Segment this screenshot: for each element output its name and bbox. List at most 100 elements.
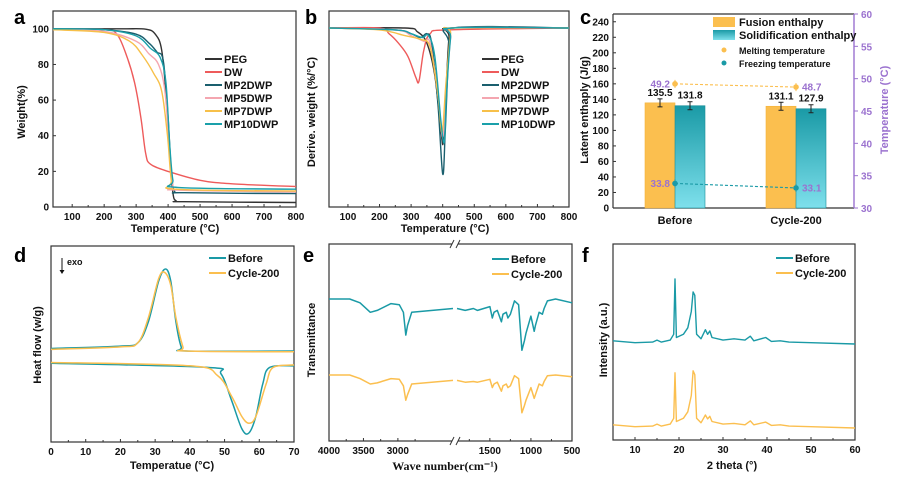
panel-label-b: b [305,7,317,29]
panel-e-xtick-label: 1000 [520,446,543,457]
panel-c-bar-solidification [674,105,706,209]
panel-label-d: d [14,245,26,267]
panel-f-xtick-label: 60 [849,445,861,456]
panel-c-ytick-label: 0 [603,204,609,215]
panel-c-bar-solidification [795,108,827,209]
panel-c-ytick-label: 20 [598,188,610,199]
panel-c-bar-value-label: 127.9 [798,94,823,105]
panel-c-y2tick-label: 30 [861,204,873,215]
panel-d-series-cycle-200-cooling [50,271,295,353]
panel-a-ytick-label: 20 [38,167,50,178]
panel-c-bar-value-label: 131.8 [677,91,702,102]
panel-d-xtick-label: 20 [115,447,127,458]
panel-e-ylabel: Transmittance [306,303,318,378]
panel-c-ytick-label: 100 [592,126,609,137]
panel-a-series-mp7dwp [52,29,297,192]
panel-e-axis-break-mark [449,436,455,446]
panel-a-legend-label: DW [224,67,243,79]
panel-a-xtick-label: 500 [192,212,209,223]
panel-c-freezing-line [674,182,797,189]
panel-c-y2tick-label: 45 [861,107,873,118]
panel-d-series-cycle-200-heating [50,361,295,424]
panel-c-melting-line [674,83,797,88]
panel-a-ytick-label: 80 [38,60,50,71]
panel-c-y2tick-label: 55 [861,42,873,53]
panel-c-bar-value-label: 131.1 [768,91,793,102]
panel-b-xtick-label: 700 [529,212,546,223]
panel-c-y2tick-label: 60 [861,10,873,21]
panel-c-bar-value-label: 135.5 [647,88,672,99]
panel-e-xtick-label: 500 [564,446,581,457]
panel-a-ylabel: Weight(%) [16,85,28,139]
panel-a-ytick-label: 100 [32,24,49,35]
panel-f-xlabel: 2 theta (°) [707,460,758,472]
panel-c-ytick-label: 160 [592,79,609,90]
panel-label-f: f [582,245,589,267]
panel-a-ytick-label: 60 [38,96,50,107]
panel-c-ytick-label: 240 [592,17,609,28]
panel-c-ytick-label: 140 [592,95,609,106]
panel-label-c: c [580,7,591,29]
panel-c-point-value-label: 33.8 [651,179,671,190]
panel-a-xtick-label: 700 [256,212,273,223]
panel-d-series-before-cooling [50,268,295,353]
panel-f-xtick-label: 20 [673,445,685,456]
panel-e-xtick-label: 3500 [352,446,375,457]
panel-d-xtick-label: 30 [150,447,162,458]
panel-a-legend-label: PEG [224,54,247,66]
panel-b-xtick-label: 400 [434,212,451,223]
panel-c-category-label: Before [658,215,693,227]
panel-f-frame [612,243,856,441]
panel-c-legend-label: Freezing temperature [739,59,831,69]
panel-a-xlabel: Temperature (°C) [131,223,220,235]
panel-c-ylabel: Latent enthaply (J/g) [579,56,591,164]
panel-c-legend-label: Melting temperature [739,46,825,56]
panel-b-xtick-label: 600 [497,212,514,223]
panel-e-xlabel: Wave number(cm⁻¹) [392,459,498,473]
panel-d-legend-label: Before [228,253,263,265]
panel-b-xtick-label: 200 [371,212,388,223]
panel-e-xtick-label: 1500 [479,446,502,457]
panel-b-legend-label: MP2DWP [501,80,549,92]
panel-e-xtick-label: 3000 [387,446,410,457]
panel-c-ytick-label: 120 [592,110,609,121]
panel-e-axis-break-gap [452,439,458,444]
panel-b-series-mp10dwp [328,26,570,144]
panel-c-y2tick-label: 50 [861,75,873,86]
panel-c-legend-swatch-fusion [713,17,735,27]
panel-c-ytick-label: 80 [598,141,610,152]
panel-c-ytick-label: 220 [592,33,609,44]
panel-c-legend-swatch-freezing [721,60,727,66]
panel-f-legend-label: Cycle-200 [795,268,846,280]
panel-b-frame [328,10,570,208]
panel-c-y2tick-label: 40 [861,139,873,150]
panel-b-legend-label: DW [501,67,520,79]
panel-f-xtick-label: 50 [805,445,817,456]
panel-a-xtick-label: 100 [64,212,81,223]
panel-e-frame [328,243,573,442]
panel-label-a: a [14,7,26,29]
panel-c-legend-swatch-melting [721,47,727,53]
panel-a-legend-label: MP5DWP [224,93,272,105]
panel-b-ylabel: Derive. weight (%/°C) [306,57,318,167]
panel-b-legend-label: MP10DWP [501,119,555,131]
panel-f-series-before [612,278,856,345]
panel-a-frame [52,10,297,208]
panel-f-ylabel: Intensity (a.u.) [598,302,610,377]
exo-annotation: exo [67,257,83,267]
panel-a-ytick-label: 0 [43,203,49,214]
panel-c-y2label: Temperature (°C) [879,65,891,154]
panel-e-axis-break-mark [449,239,455,249]
panel-f-xtick-label: 40 [761,445,773,456]
panel-e-series-before-low [456,298,573,352]
panel-e-series-cycle-200-high [329,374,454,401]
panel-d-legend-label: Cycle-200 [228,268,279,280]
panel-c-ytick-label: 200 [592,48,609,59]
panel-a-xtick-label: 600 [224,212,241,223]
panel-b-xtick-label: 300 [403,212,420,223]
panel-c-ytick-label: 180 [592,64,609,75]
panel-d-xtick-label: 60 [254,447,266,458]
panel-c-point-value-label: 33.1 [802,183,822,194]
panel-a-legend-label: MP10DWP [224,119,278,131]
